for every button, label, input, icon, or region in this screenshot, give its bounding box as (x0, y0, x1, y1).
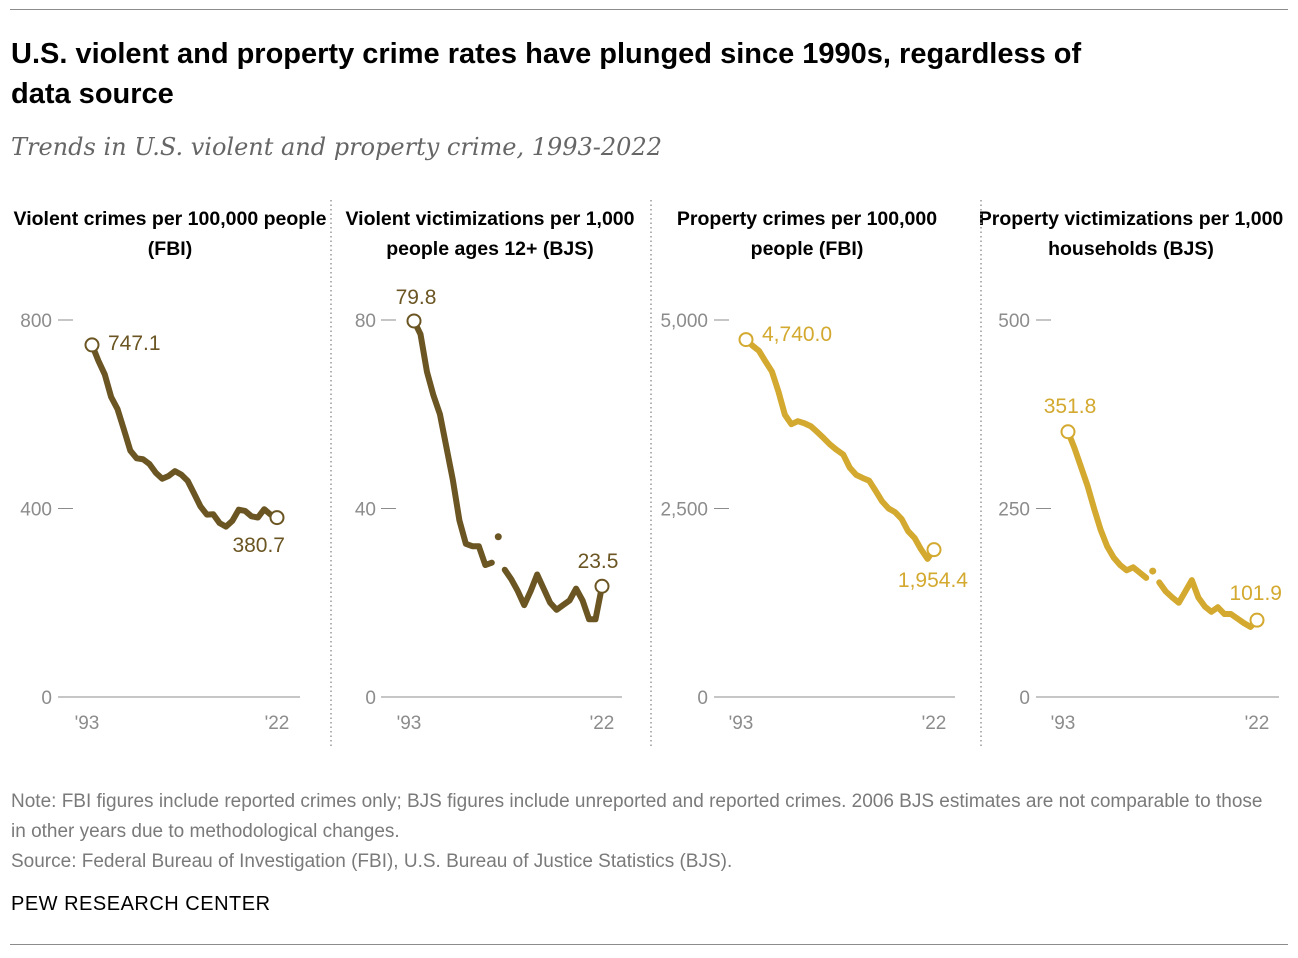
series-line (501, 566, 605, 623)
series-line (1065, 428, 1150, 581)
y-tick-label: 2,500 (660, 500, 708, 521)
series-line (411, 317, 495, 569)
note: Note: FBI figures include reported crime… (11, 791, 1263, 842)
x-tick-label: '93 (397, 713, 422, 734)
data-point-2006 (494, 533, 502, 541)
bottom-rule (10, 944, 1288, 945)
data-point-2006 (1149, 567, 1157, 575)
y-tick-label: 250 (998, 500, 1030, 521)
source: Source: Federal Bureau of Investigation … (11, 851, 733, 872)
data-label-first: 79.8 (396, 286, 437, 309)
x-tick-label: '93 (729, 713, 754, 734)
data-label-last: 101.9 (1229, 582, 1282, 605)
data-point-first (406, 313, 422, 329)
x-tick-label: '22 (1245, 713, 1270, 734)
y-tick-label: 40 (355, 500, 376, 521)
data-point-first (1060, 424, 1076, 440)
series-line (743, 336, 937, 562)
x-tick-label: '22 (590, 713, 615, 734)
y-tick-label: 80 (355, 311, 376, 332)
data-point-first (84, 337, 100, 353)
panel-title-property-bjs: Property victimizations per 1,000 househ… (978, 208, 1284, 260)
data-label-last: 1,954.4 (898, 569, 968, 592)
data-label-first: 4,740.0 (762, 323, 832, 346)
data-point-last (269, 510, 285, 526)
data-point-last (1249, 612, 1265, 628)
y-tick-label: 0 (1019, 688, 1030, 709)
y-tick-label: 500 (998, 311, 1030, 332)
panel-title-violent-bjs: Violent victimizations per 1,000 people … (345, 208, 635, 260)
panel-title-violent-fbi: Violent crimes per 100,000 people (FBI) (13, 208, 327, 260)
data-point-last (926, 542, 942, 558)
y-tick-label: 0 (697, 688, 708, 709)
y-tick-label: 800 (20, 311, 52, 332)
data-label-first: 351.8 (1044, 395, 1097, 418)
x-tick-label: '22 (265, 713, 290, 734)
x-tick-label: '93 (1051, 713, 1076, 734)
data-label-last: 380.7 (232, 534, 285, 557)
series-line (1156, 577, 1260, 630)
data-label-first: 747.1 (108, 332, 161, 355)
y-tick-label: 400 (20, 500, 52, 521)
y-tick-label: 0 (365, 688, 376, 709)
series-line (89, 341, 280, 530)
pew-logo: PEW RESEARCH CENTER (11, 893, 271, 915)
x-tick-label: '93 (75, 713, 100, 734)
data-point-last (594, 578, 610, 594)
chart-subtitle: Trends in U.S. violent and property crim… (11, 133, 662, 161)
data-label-last: 23.5 (578, 550, 619, 573)
x-tick-label: '22 (922, 713, 947, 734)
y-tick-label: 5,000 (660, 311, 708, 332)
panel-title-property-fbi: Property crimes per 100,000 people (FBI) (676, 208, 938, 260)
data-point-first (738, 332, 754, 348)
chart-title: U.S. violent and property crime rates ha… (11, 38, 1082, 110)
y-tick-label: 0 (41, 688, 52, 709)
top-rule (10, 9, 1288, 10)
